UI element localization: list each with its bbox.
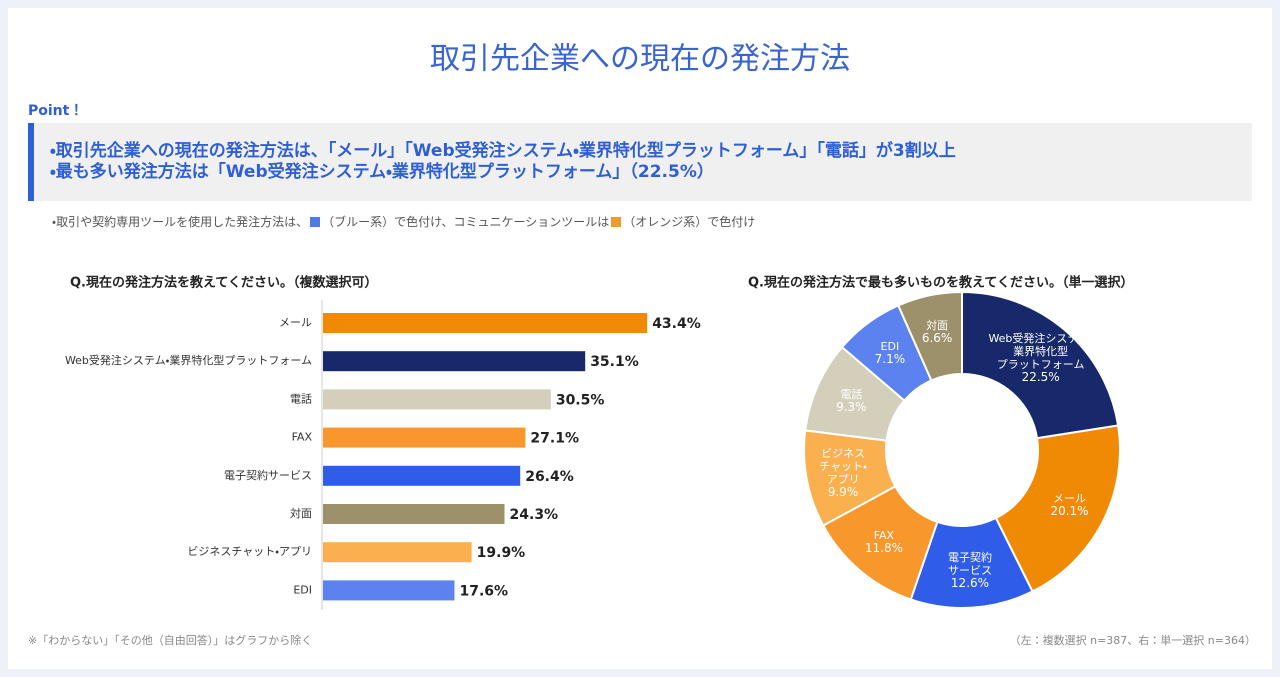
category-label: 電話: [290, 392, 312, 405]
point-label: Point！: [28, 103, 83, 119]
segment-label-text: 電子契約 サービス 12.6%: [948, 551, 992, 590]
value-label: 9.3%: [836, 400, 867, 415]
bar: [323, 351, 586, 372]
segment-label-text: 対面 6.6%: [922, 319, 953, 345]
value-label: 26.4%: [525, 469, 574, 485]
note-text: ・取引や契約専用ツールを使用した発注方法は、: [52, 215, 309, 229]
color-swatch: [611, 217, 622, 227]
bar: [323, 389, 551, 410]
segment-label-text: 電話 9.3%: [836, 388, 867, 414]
color-note: ・取引や契約専用ツールを使用した発注方法は、 （ブルー系）で色付け、コミュニケーシ…: [52, 213, 755, 230]
segment-label-text: Web受発注システム・ 業界特化型 プラットフォーム 22.5%: [988, 332, 1092, 384]
value-label: 43.4%: [652, 316, 701, 332]
category-label: Web受発注システム・業界特化型プラットフォーム: [65, 353, 312, 367]
value-label: 9.9%: [827, 484, 859, 499]
value-label: 17.6%: [459, 583, 508, 599]
segment-label-box: ビジネス チャット・ アプリ 9.9%: [783, 438, 903, 508]
segment-label-text: FAX 11.8%: [865, 529, 903, 555]
slide-title: 取引先企業への現在の発注方法: [430, 42, 850, 77]
category-label: Web受発注システム・ 業界特化型 プラットフォーム: [988, 332, 1093, 372]
segment-label-box: 電話 9.3%: [791, 366, 911, 436]
value-label: 7.1%: [874, 351, 906, 366]
value-label: 27.1%: [530, 431, 579, 447]
value-label: 22.5%: [1021, 370, 1060, 385]
bar: [323, 504, 505, 524]
category-label: FAX: [292, 431, 313, 444]
bar: [323, 427, 526, 448]
donut-segment: [961, 290, 1120, 440]
point-item: ・取引先企業への現在の発注方法は、「メール」「Web受発注システム・業界特化型プ…: [50, 140, 956, 161]
bar: [323, 580, 455, 601]
category-label: 電話: [840, 388, 863, 402]
value-label: 20.1%: [1050, 504, 1089, 519]
bar: [323, 313, 648, 333]
value-label: 30.5%: [556, 392, 605, 408]
segment-label: 電話9.3%: [791, 366, 911, 436]
category-label: メール: [1053, 492, 1087, 506]
value-label: 19.9%: [477, 545, 526, 561]
donut-segment: [896, 290, 963, 382]
segment-label-box: 電子契約 サービス 12.6%: [910, 536, 1030, 606]
sample-note: （左：複数選択 n=387、右：単一選択 n=364）: [1010, 633, 1256, 647]
segment-label-text: EDI 7.1%: [875, 340, 906, 366]
category-label: EDI: [293, 583, 312, 596]
segment-label-box: EDI 7.1%: [830, 318, 950, 388]
category-label: メール: [279, 316, 312, 329]
category-label: FAX: [873, 529, 895, 543]
value-label: 11.8%: [864, 541, 903, 556]
category-label: ビジネスチャット・アプリ: [187, 545, 312, 558]
category-label: 対面: [926, 318, 949, 332]
note-text: （オレンジ系）で色付け: [623, 215, 756, 229]
value-label: 24.3%: [510, 507, 559, 523]
segment-label-box: Web受発注システム・ 業界特化型 プラットフォーム 22.5%: [981, 323, 1101, 393]
color-swatch: [310, 217, 321, 227]
bar: [323, 542, 472, 563]
segment-label-box: 対面 6.6%: [877, 297, 997, 367]
note-text: （ブルー系）で色付け、コミュニケーションツールは: [322, 215, 610, 229]
value-label: 35.1%: [590, 354, 639, 370]
donut-segment: [994, 424, 1121, 593]
chart-title: Q.現在の発注方法を教えてください。（複数選択可）: [70, 275, 377, 291]
point-item: ・最も多い発注方法は「Web受発注システム・業界特化型プラットフォーム」（22.…: [50, 161, 714, 182]
category-label: EDI: [880, 339, 900, 353]
value-label: 6.6%: [921, 330, 953, 345]
value-label: 12.6%: [950, 576, 990, 591]
segment-label: 対面6.6%: [877, 297, 997, 367]
segment-label-box: FAX 11.8%: [824, 507, 944, 577]
bar: [323, 465, 521, 486]
footnote: ※「わからない」「その他（自由回答）」はグラフから除く: [28, 633, 312, 647]
category-label: 電子契約サービス: [224, 468, 312, 482]
point-box: [28, 123, 1252, 201]
segment-label-text: ビジネス チャット・ アプリ 9.9%: [819, 447, 867, 499]
category-label: 電子契約 サービス: [947, 551, 992, 578]
category-label: ビジネス チャット・ アプリ: [819, 446, 867, 486]
chart-title: Q.現在の発注方法で最も多いものを教えてください。（単一選択）: [748, 275, 1133, 291]
category-label: 対面: [290, 507, 312, 520]
segment-label-box: メール 20.1%: [1010, 470, 1130, 540]
point-bar: [28, 123, 34, 201]
segment-label-text: メール 20.1%: [1050, 492, 1088, 518]
